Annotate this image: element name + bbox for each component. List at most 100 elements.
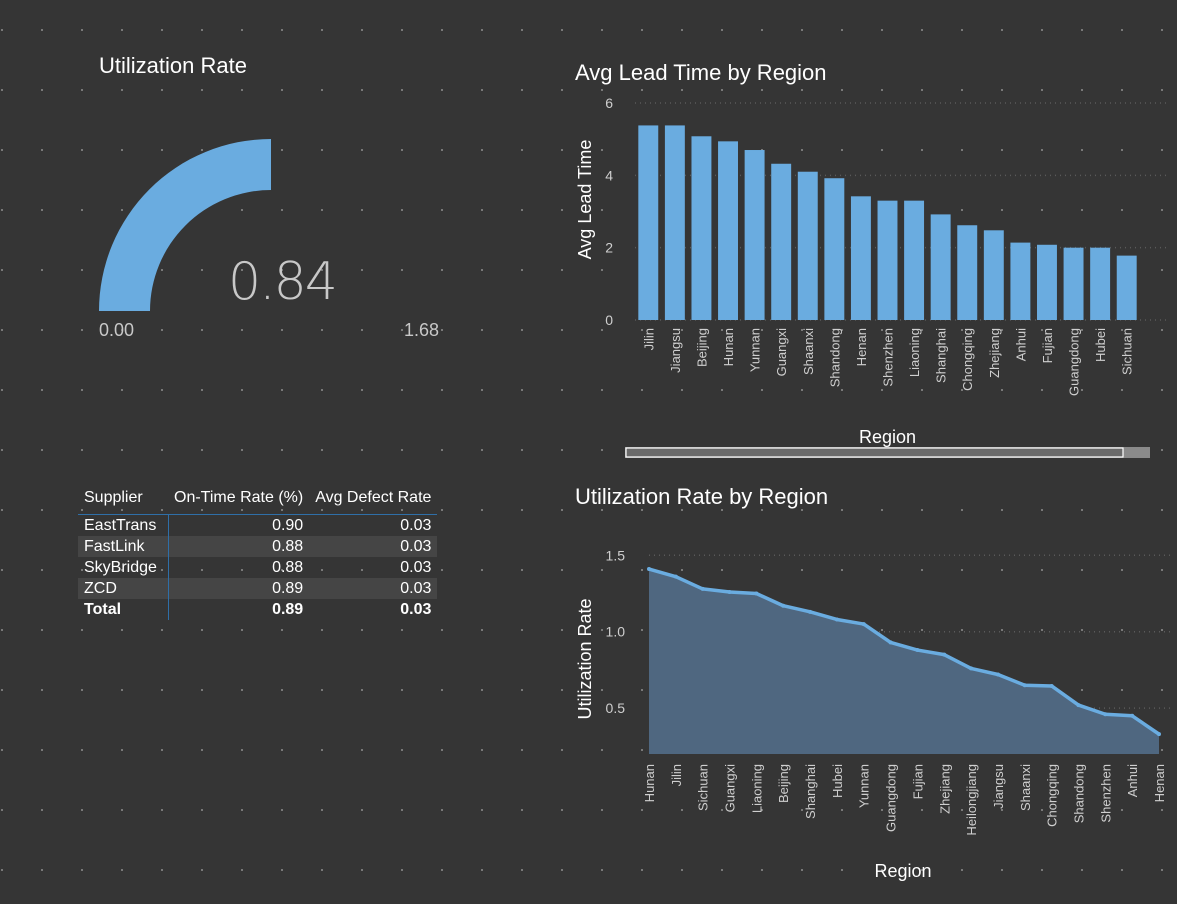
- bar[interactable]: [824, 178, 845, 320]
- total-defect-rate-cell: 0.03: [400, 601, 432, 618]
- bar[interactable]: [1090, 247, 1111, 320]
- table-row[interactable]: EastTrans 0.90 0.03: [78, 514, 437, 536]
- bar[interactable]: [744, 150, 765, 320]
- defect-rate-cell: 0.03: [309, 536, 438, 557]
- y-tick-label: 1.0: [606, 624, 626, 640]
- data-point[interactable]: [861, 622, 866, 627]
- on-time-rate-cell: 0.88: [168, 536, 310, 557]
- y-tick-label: 0: [605, 312, 613, 328]
- data-point[interactable]: [700, 586, 705, 591]
- column-header-on-time-rate[interactable]: On-Time Rate (%): [168, 482, 310, 515]
- data-point[interactable]: [673, 574, 678, 579]
- x-tick-label: Fujian: [910, 764, 925, 799]
- x-tick-label: Shanghai: [803, 764, 818, 819]
- bar[interactable]: [1063, 247, 1084, 320]
- data-point[interactable]: [1076, 703, 1081, 708]
- bar[interactable]: [850, 196, 871, 320]
- x-tick-label: Jilin: [641, 328, 656, 350]
- x-tick-label: Beijing: [694, 328, 709, 367]
- bar[interactable]: [1116, 255, 1137, 320]
- bar[interactable]: [1037, 244, 1057, 320]
- data-point[interactable]: [754, 591, 759, 596]
- data-point[interactable]: [834, 617, 839, 622]
- bar[interactable]: [930, 214, 951, 320]
- table-row[interactable]: FastLink 0.88 0.03: [78, 536, 438, 557]
- x-tick-label: Shaanxi: [801, 328, 816, 375]
- x-tick-label: Sichuan: [1120, 328, 1135, 375]
- data-point[interactable]: [1130, 713, 1135, 718]
- x-tick-label: Shaanxi: [1018, 764, 1033, 811]
- x-tick-label: Henan: [854, 328, 869, 366]
- on-time-rate-cell: 0.88: [272, 559, 304, 576]
- utilization-area-chart: 0.5 1.0 1.5 Utilization Rate Hunan Jilin Sichu…: [575, 547, 1171, 881]
- data-point[interactable]: [1103, 712, 1108, 717]
- scrollbar-thumb[interactable]: [625, 447, 1124, 458]
- bar[interactable]: [664, 125, 685, 320]
- y-tick-label: 4: [605, 167, 613, 183]
- x-tick-label: Fujian: [1040, 328, 1055, 363]
- data-point[interactable]: [727, 589, 732, 594]
- gauge-min-label: 0.00: [99, 320, 135, 340]
- x-tick-label: Shenzhen: [1098, 764, 1113, 823]
- x-tick-label: Hubei: [1093, 328, 1108, 362]
- y-tick-label: 6: [605, 95, 613, 111]
- y-axis-label: Avg Lead Time: [575, 140, 595, 260]
- gauge-title: Utilization Rate: [99, 53, 247, 78]
- data-point[interactable]: [808, 609, 813, 614]
- bar[interactable]: [904, 200, 925, 320]
- gauge-chart: [99, 139, 271, 311]
- area-fill: [649, 569, 1159, 754]
- x-tick-label: Jilin: [669, 764, 684, 786]
- bar[interactable]: [1010, 242, 1031, 320]
- table-row[interactable]: SkyBridge 0.88 0.03: [78, 557, 437, 578]
- x-tick-label: Liaoning: [907, 328, 922, 377]
- data-point[interactable]: [942, 652, 947, 657]
- data-point[interactable]: [1049, 683, 1054, 688]
- gauge-value-arc: [99, 139, 271, 311]
- x-tick-label: Hunan: [721, 328, 736, 366]
- on-time-rate-cell: 0.89: [168, 578, 310, 599]
- x-tick-label: Guangdong: [884, 764, 899, 832]
- x-tick-label: Zhejiang: [987, 328, 1002, 378]
- data-point[interactable]: [647, 567, 651, 572]
- x-tick-label: Jiangsu: [991, 764, 1006, 809]
- data-point[interactable]: [1022, 683, 1027, 688]
- area-chart-title: Utilization Rate by Region: [575, 484, 829, 509]
- supplier-cell: FastLink: [78, 536, 169, 557]
- bar[interactable]: [718, 141, 738, 320]
- defect-rate-cell: 0.03: [400, 517, 432, 534]
- defect-rate-cell: 0.03: [400, 559, 432, 576]
- supplier-table: Supplier On-Time Rate (%) Avg Defect Rat…: [78, 482, 438, 620]
- column-header-supplier[interactable]: Supplier: [78, 482, 168, 515]
- bar[interactable]: [957, 225, 978, 320]
- bar[interactable]: [691, 136, 712, 320]
- x-tick-label: Yunnan: [857, 764, 872, 808]
- data-point[interactable]: [888, 640, 893, 645]
- data-point[interactable]: [781, 603, 786, 608]
- x-tick-label: Yunnan: [748, 328, 763, 372]
- data-point[interactable]: [1157, 732, 1161, 737]
- bar[interactable]: [797, 171, 818, 320]
- x-tick-label: Beijing: [776, 764, 791, 803]
- x-tick-label: Anhui: [1125, 764, 1140, 797]
- x-tick-label: Sichuan: [696, 764, 711, 811]
- column-header-avg-defect-rate[interactable]: Avg Defect Rate: [309, 482, 438, 515]
- gauge-value: 0.84: [228, 252, 338, 312]
- series-line[interactable]: [648, 567, 1160, 736]
- x-tick-label: Shenzhen: [881, 328, 896, 387]
- on-time-rate-cell: 0.90: [272, 517, 304, 534]
- x-tick-label: Shanghai: [934, 328, 949, 383]
- bar[interactable]: [771, 163, 792, 320]
- bar[interactable]: [983, 230, 1004, 320]
- y-axis-label: Utilization Rate: [575, 598, 595, 719]
- data-point[interactable]: [969, 666, 974, 671]
- data-point[interactable]: [995, 672, 1000, 677]
- x-tick-label: Shandong: [1071, 764, 1086, 823]
- data-point[interactable]: [915, 648, 920, 653]
- y-tick-label: 0.5: [606, 700, 626, 716]
- x-tick-label: Jiangsu: [668, 328, 683, 373]
- table-row[interactable]: ZCD 0.89 0.03: [78, 578, 438, 599]
- bar[interactable]: [877, 200, 898, 320]
- bar[interactable]: [638, 125, 659, 320]
- x-tick-label: Heilongjiang: [964, 764, 979, 836]
